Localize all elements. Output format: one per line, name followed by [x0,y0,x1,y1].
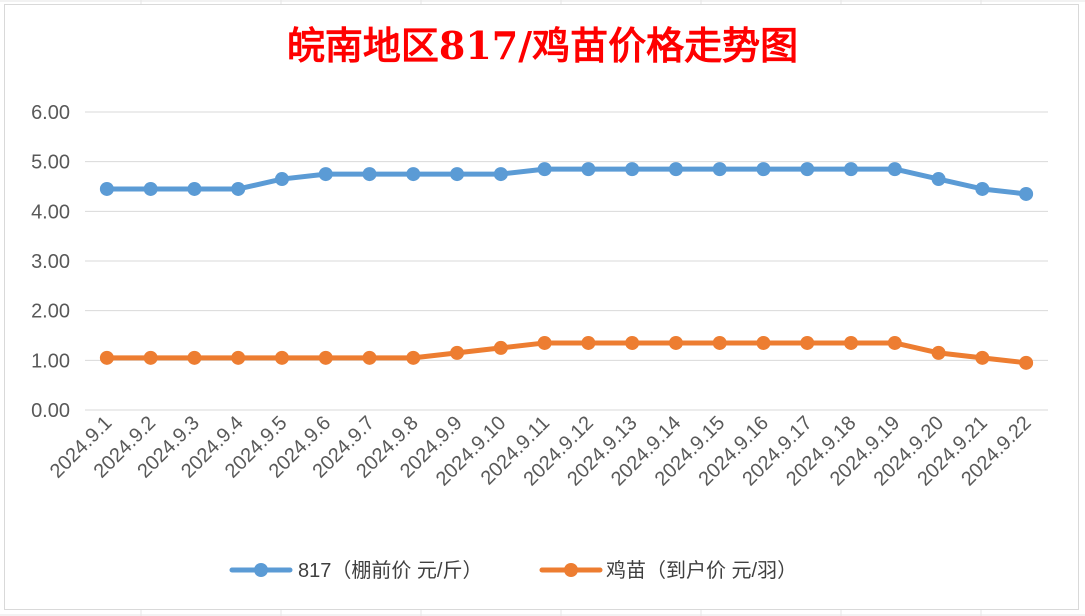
series-line-2 [104,340,1029,366]
data-point [844,335,859,350]
data-point [800,162,815,177]
data-point [493,167,508,182]
data-point [800,335,815,350]
data-point [931,172,946,187]
data-point [931,345,946,360]
data-point [887,335,902,350]
data-point [99,181,114,196]
data-point [99,350,114,365]
data-point [712,335,727,350]
data-point [1019,355,1034,370]
data-point [668,335,683,350]
data-point [493,340,508,355]
data-point [887,162,902,177]
data-point [756,162,771,177]
data-point [187,350,202,365]
data-point [406,167,421,182]
data-point [537,162,552,177]
chart-title: 皖南地区817/鸡苗价格走势图 [286,23,799,68]
chart-area[interactable] [4,4,1079,610]
data-point [274,350,289,365]
data-point [274,172,289,187]
data-point [581,162,596,177]
data-point [362,167,377,182]
data-point [625,335,640,350]
y-tick-label: 4.00 [31,201,70,223]
series-line-1 [104,166,1029,197]
y-tick-label: 5.00 [31,152,70,174]
legend-marker [254,563,268,577]
legend-label: 鸡苗（到户价 元/羽） [606,559,797,582]
data-point [1019,186,1034,201]
data-point [143,181,158,196]
data-point [844,162,859,177]
y-tick-label: 1.00 [31,350,70,372]
data-point [712,162,727,177]
data-point [537,335,552,350]
data-point [318,167,333,182]
data-point [625,162,640,177]
data-point [318,350,333,365]
data-point [143,350,158,365]
y-tick-label: 0.00 [31,400,70,422]
y-tick-label: 2.00 [31,301,70,323]
data-point [975,181,990,196]
y-tick-label: 3.00 [31,251,70,273]
data-point [668,162,683,177]
data-point [756,335,771,350]
data-point [450,345,465,360]
data-point [362,350,377,365]
legend-label: 817（棚前价 元/斤） [298,559,482,582]
data-point [975,350,990,365]
data-point [406,350,421,365]
data-point [581,335,596,350]
legend-marker [564,563,578,577]
data-point [231,181,246,196]
y-tick-label: 6.00 [31,102,70,124]
data-point [187,181,202,196]
data-point [450,167,465,182]
data-point [231,350,246,365]
